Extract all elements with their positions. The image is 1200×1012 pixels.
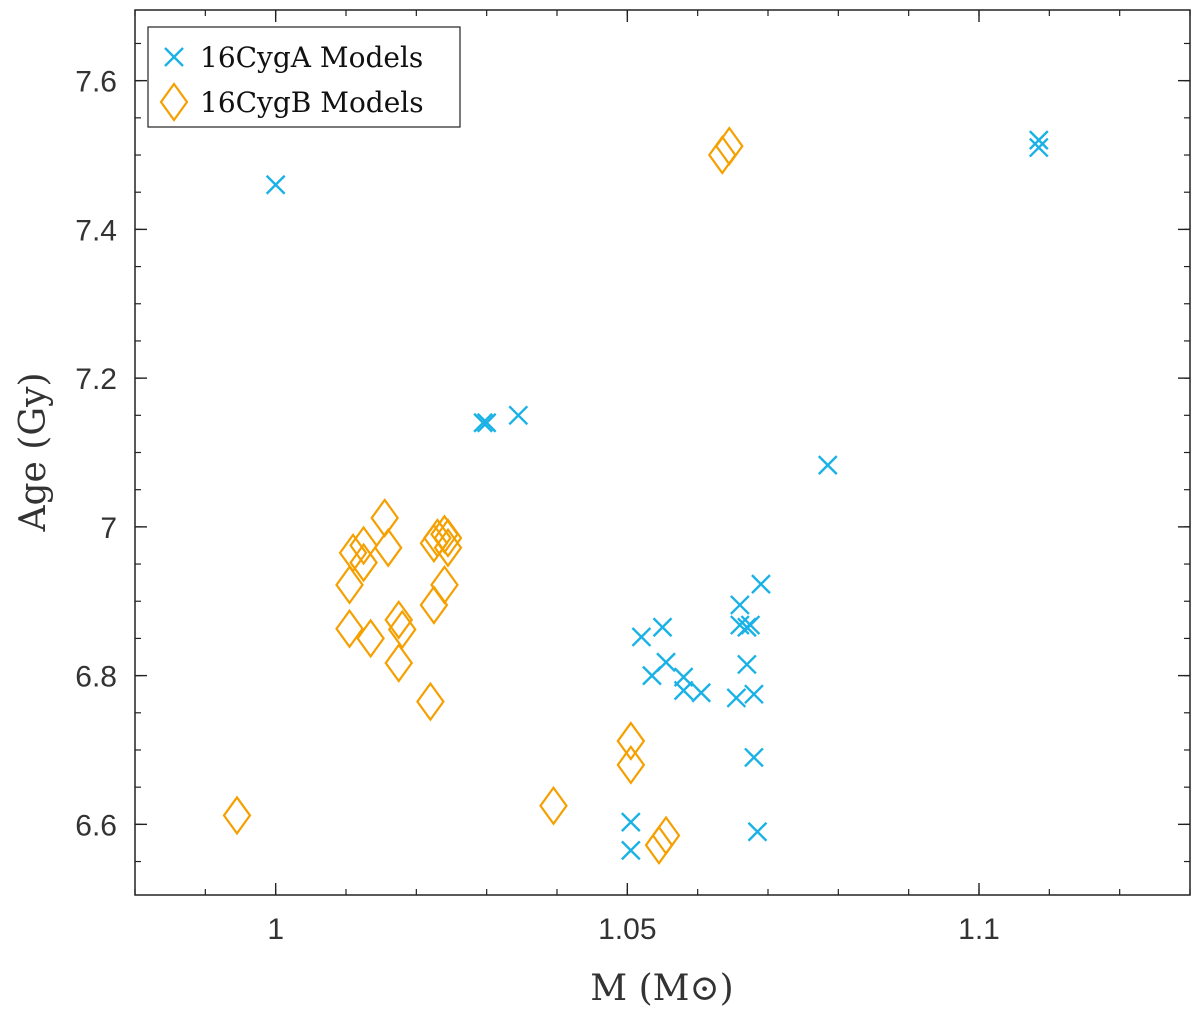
data-point-16cygb bbox=[616, 744, 646, 785]
legend-marker-16cyga bbox=[164, 47, 184, 67]
data-point-16cyga bbox=[1028, 137, 1049, 158]
data-point-16cygb bbox=[430, 564, 459, 605]
legend: 16CygA Models 16CygB Models bbox=[147, 26, 461, 128]
data-point-16cyga bbox=[726, 688, 747, 708]
plot-frame bbox=[134, 9, 1191, 896]
data-point-16cyga bbox=[476, 412, 497, 433]
data-point-16cyga bbox=[673, 680, 694, 701]
y-tick-label: 7 bbox=[100, 512, 117, 545]
legend-marker-16cygb bbox=[159, 82, 189, 122]
data-point-16cyga bbox=[473, 412, 493, 433]
data-point-16cyga bbox=[621, 812, 641, 832]
data-point-16cygb bbox=[373, 527, 403, 568]
data-point-16cyga bbox=[621, 840, 641, 861]
x-tick-label: 1 bbox=[267, 913, 284, 946]
data-point-16cyga bbox=[656, 652, 676, 673]
data-point-16cyga bbox=[691, 682, 712, 703]
data-point-16cygb bbox=[707, 135, 737, 175]
data-point-16cygb bbox=[356, 618, 385, 659]
data-point-16cyga bbox=[737, 654, 757, 675]
data-point-16cyga bbox=[631, 627, 652, 647]
data-point-16cygb bbox=[370, 498, 400, 538]
y-axis-label: Age (Gy) bbox=[13, 373, 54, 533]
legend-cross-marker bbox=[164, 47, 184, 67]
data-point-16cyga bbox=[740, 615, 761, 635]
data-point-16cygb bbox=[539, 785, 568, 826]
data-point-16cyga bbox=[1028, 130, 1049, 150]
data-point-16cygb bbox=[349, 542, 378, 583]
x-axis-label: M (M⊙) bbox=[590, 968, 733, 1009]
axis-ticks bbox=[134, 10, 1191, 895]
data-point-16cyga bbox=[751, 574, 771, 594]
data-point-16cygb bbox=[222, 795, 252, 836]
data-point-16cygb bbox=[433, 527, 463, 568]
data-point-16cygb bbox=[335, 564, 364, 605]
data-point-16cygb bbox=[714, 126, 744, 166]
data-point-16cyga bbox=[744, 747, 764, 768]
data-point-16cygb bbox=[335, 608, 364, 649]
legend-label-16cyga: 16CygA Models bbox=[200, 41, 423, 74]
data-point-16cyga bbox=[817, 455, 838, 475]
x-tick-label: 1.1 bbox=[958, 913, 1000, 946]
data-point-16cygb bbox=[387, 609, 417, 650]
y-tick-label: 7.2 bbox=[75, 363, 117, 396]
data-point-16cygb bbox=[419, 585, 449, 625]
x-tick-label: 1.05 bbox=[598, 913, 656, 946]
y-tick-label: 6.6 bbox=[75, 809, 117, 842]
data-point-16cygb bbox=[644, 825, 674, 866]
data-point-16cyga bbox=[744, 684, 764, 705]
data-point-16cyga bbox=[508, 405, 529, 426]
data-point-16cygb bbox=[433, 518, 463, 558]
legend-diamond-marker bbox=[159, 82, 189, 122]
data-point-16cygb bbox=[384, 599, 414, 640]
tick-labels: 1 1.05 1.1 6.6 6.8 7 7.2 7.4 7.6 bbox=[75, 66, 1000, 946]
y-tick-label: 6.8 bbox=[75, 661, 117, 694]
data-point-16cyga bbox=[747, 821, 768, 842]
y-tick-label: 7.6 bbox=[75, 66, 117, 99]
data-point-16cyga bbox=[730, 595, 750, 615]
data-point-16cygb bbox=[651, 815, 681, 856]
data-point-16cygb bbox=[616, 721, 646, 761]
legend-box bbox=[147, 26, 461, 128]
data-point-16cygb bbox=[349, 525, 378, 566]
y-tick-label: 7.4 bbox=[75, 214, 117, 247]
data-points bbox=[222, 126, 1049, 866]
data-point-16cygb bbox=[416, 681, 445, 722]
data-point-16cygb bbox=[384, 643, 414, 683]
legend-label-16cygb: 16CygB Models bbox=[200, 86, 424, 119]
data-point-16cyga bbox=[652, 617, 673, 638]
data-point-16cyga bbox=[265, 174, 286, 195]
